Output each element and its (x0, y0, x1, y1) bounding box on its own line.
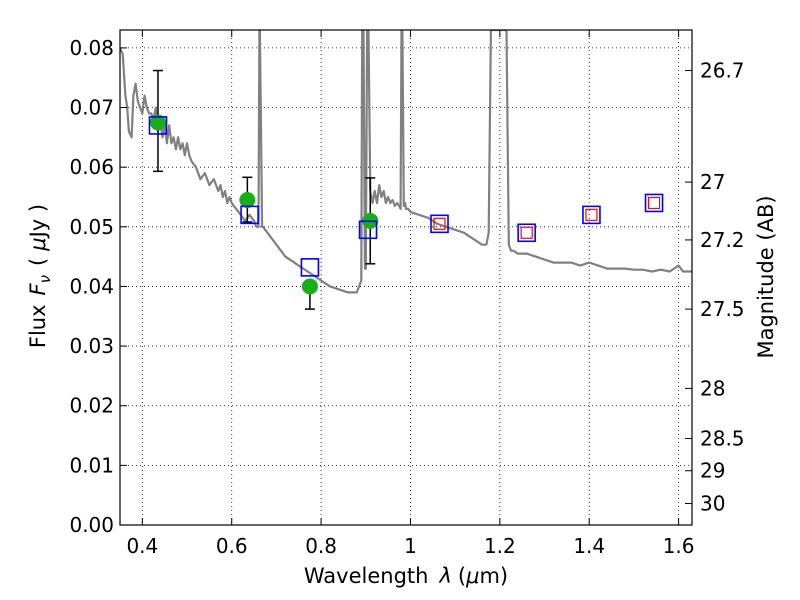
y-axis-unit-open: ( (26, 258, 50, 266)
y2-axis-title: Magnitude (AB) (754, 195, 778, 358)
y2-tick-label: 28 (700, 376, 725, 400)
x-axis-title-text: Wavelength (304, 564, 429, 588)
y-tick-label: 0.04 (69, 274, 114, 298)
upper-limit-point (647, 196, 661, 210)
plot-frame (119, 29, 693, 526)
grid (120, 30, 692, 526)
y-axis-title-sub: ν (36, 275, 54, 283)
upper-limit-points (433, 196, 661, 239)
y-tick-label: 0.05 (69, 215, 114, 239)
ticks: 0.4 0.6 0.8 1 1.2 1.4 1.6 0.00 0.01 0.02 0.03 0.04 0… (69, 30, 745, 558)
y-axis-title: Flux Fν ( μJy ) (26, 204, 54, 348)
x-tick-label: 1.6 (663, 534, 695, 558)
y-axis-title-text: Flux (26, 304, 50, 348)
x-axis-unit-rest: m) (479, 564, 508, 588)
observed-point (301, 278, 318, 295)
x-tick-label: 0.6 (216, 534, 248, 558)
y2-tick-label: 26.7 (700, 59, 745, 83)
y2-tick-label: 29 (700, 459, 725, 483)
model-bandpass-point (517, 223, 536, 243)
model-bandpass-point (148, 116, 168, 135)
y-tick-label: 0.08 (69, 36, 114, 60)
x-tick-label: 1 (404, 534, 417, 558)
y-tick-label: 0.06 (69, 155, 114, 179)
y2-tick-label: 27 (700, 170, 725, 194)
model-bandpass-point (240, 205, 259, 225)
model-bandpass-point (300, 258, 320, 277)
y2-tick-label: 27.2 (700, 228, 745, 252)
y2-tick-label: 27.5 (700, 297, 745, 321)
model-bandpass-point (582, 205, 601, 225)
x-tick-label: 1.2 (484, 534, 516, 558)
observed-point (149, 114, 166, 131)
x-axis-title-symbol: λ (438, 564, 451, 588)
x-tick-label: 1.4 (573, 534, 605, 558)
y-tick-label: 0.00 (69, 513, 114, 537)
error-bars (152, 69, 376, 310)
y2-tick-label: 28.5 (700, 427, 745, 451)
x-tick-label: 0.8 (305, 534, 337, 558)
x-axis-unit-mu: μ (465, 564, 479, 588)
sed-model-layer (120, 30, 692, 294)
x-axis-unit-open: ( (458, 564, 466, 588)
y-axis-title-symbol: F (26, 282, 50, 295)
observed-points (149, 114, 379, 295)
y-tick-label: 0.07 (69, 96, 114, 120)
upper-limit-point (585, 208, 598, 221)
y-axis-unit-mu: μ (26, 237, 50, 251)
model-bandpass-point (430, 214, 449, 234)
x-tick-label: 0.4 (126, 534, 158, 558)
y-tick-label: 0.01 (69, 453, 114, 477)
model-bandpass-point (644, 193, 664, 213)
sed-model-line (120, 30, 692, 294)
observed-point (239, 191, 256, 208)
model-bandpass-point (358, 220, 378, 240)
y2-tick-label: 30 (700, 492, 725, 516)
y-tick-label: 0.03 (69, 334, 114, 358)
model-bandpass-points (148, 116, 664, 277)
y-axis-unit-rest: Jy ) (26, 204, 50, 240)
upper-limit-point (520, 226, 533, 239)
upper-limit-point (433, 217, 446, 230)
x-axis-title: Wavelength λ (μm) (304, 564, 508, 588)
y-tick-label: 0.02 (69, 394, 114, 418)
